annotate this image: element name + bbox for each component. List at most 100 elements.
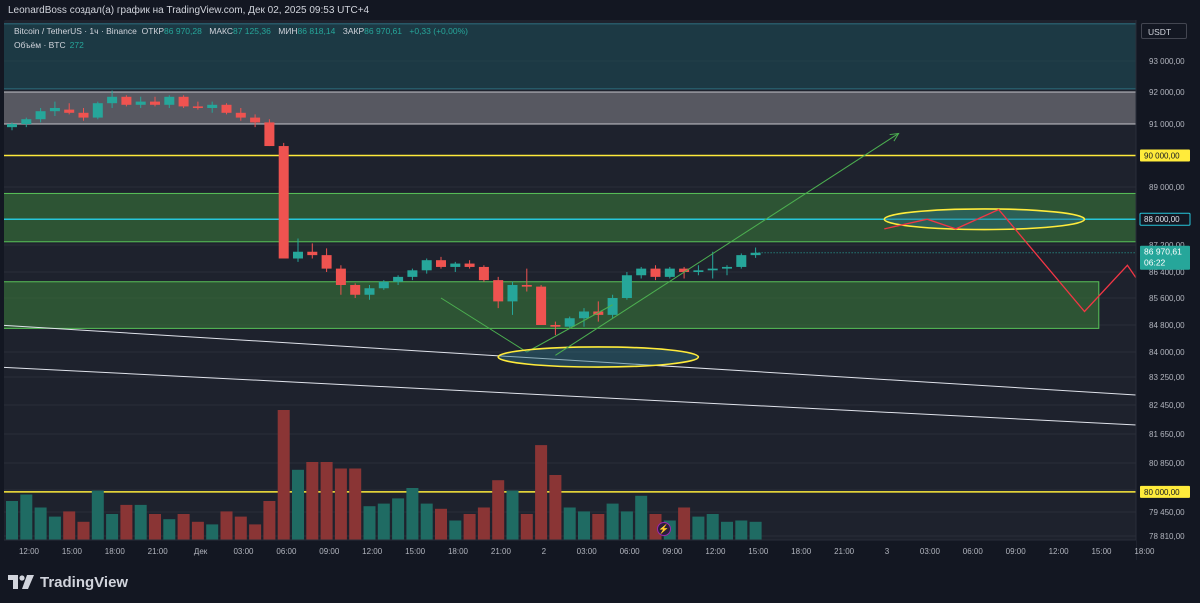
volume-bar — [520, 514, 533, 540]
candle[interactable] — [321, 255, 332, 269]
currency-button[interactable]: USDT — [1141, 23, 1187, 39]
candle[interactable] — [92, 103, 103, 118]
time-axis[interactable] — [4, 540, 1136, 560]
candle[interactable] — [207, 104, 218, 108]
candle[interactable] — [293, 251, 303, 259]
candle[interactable] — [707, 268, 718, 271]
volume-bar — [749, 521, 762, 540]
high-value: 87 125,36 — [232, 26, 271, 36]
candle[interactable] — [536, 286, 547, 325]
trend-line[interactable] — [4, 366, 1196, 430]
candle[interactable] — [192, 106, 203, 108]
zone-green[interactable] — [4, 281, 1100, 329]
candle[interactable] — [64, 109, 75, 113]
candle[interactable] — [693, 270, 704, 272]
countdown-label: 06:22 — [1144, 258, 1166, 268]
candle[interactable] — [250, 117, 261, 123]
forecast-up-arrow[interactable] — [555, 133, 899, 356]
candle[interactable] — [264, 122, 275, 147]
candle[interactable] — [636, 268, 647, 276]
candle[interactable] — [564, 318, 575, 327]
time-tick-label: 21:00 — [148, 547, 169, 556]
high-label: МАКС — [209, 26, 233, 36]
candle[interactable] — [350, 285, 361, 295]
candle[interactable] — [307, 251, 318, 256]
level-price-label: 90 000,00 — [1144, 152, 1180, 161]
current-price-tag — [1140, 245, 1190, 270]
candle[interactable] — [78, 112, 89, 118]
candle[interactable] — [607, 298, 618, 315]
volume-bar — [249, 524, 262, 540]
candle[interactable] — [679, 268, 690, 272]
volume-bar — [91, 490, 104, 540]
tradingview-logo[interactable]: TradingView — [8, 573, 128, 591]
trend-line[interactable] — [4, 324, 1196, 402]
candle[interactable] — [7, 124, 17, 128]
candle[interactable] — [550, 325, 561, 327]
forecast-down-path[interactable] — [884, 208, 1196, 433]
candle[interactable] — [135, 101, 146, 105]
candle[interactable] — [621, 275, 632, 298]
volume-bar — [606, 503, 619, 540]
price-tick-label: 89 000,00 — [1149, 183, 1185, 192]
candle[interactable] — [436, 260, 446, 267]
candle[interactable] — [107, 96, 118, 104]
candle[interactable] — [21, 119, 32, 124]
ellipse-marker[interactable] — [883, 208, 1086, 231]
candle[interactable] — [335, 268, 346, 285]
candle[interactable] — [579, 311, 589, 319]
volume-label[interactable]: Объём · BTC — [14, 40, 66, 50]
volume-bar — [506, 490, 519, 540]
candle[interactable] — [493, 280, 504, 302]
time-tick-label: 03:00 — [233, 547, 254, 556]
volume-bar — [163, 519, 176, 540]
price-axis[interactable] — [1136, 20, 1196, 560]
candle[interactable] — [364, 288, 375, 295]
v-pattern-line[interactable] — [440, 297, 613, 353]
forecast-up-arrowhead — [889, 132, 900, 142]
lightning-icon[interactable]: ⚡ — [657, 522, 671, 536]
candle[interactable] — [49, 108, 60, 112]
candle[interactable] — [650, 268, 661, 277]
volume-bar — [449, 520, 462, 540]
volume-bar — [277, 410, 290, 540]
chart-pane[interactable]: 93 000,00 92 000,00 91 000,00 89 000,00 87 2… — [4, 20, 1196, 560]
candle[interactable] — [407, 270, 418, 277]
price-chart[interactable]: 93 000,00 92 000,00 91 000,00 89 000,00 87 2… — [4, 20, 1196, 560]
volume-bar — [20, 494, 33, 540]
candle[interactable] — [150, 101, 160, 105]
candle[interactable] — [722, 266, 732, 269]
candle[interactable] — [35, 111, 46, 120]
candle[interactable] — [750, 252, 761, 256]
symbol-title[interactable]: Bitcoin / TetherUS · 1ч · Binance — [14, 26, 137, 36]
candle[interactable] — [664, 268, 675, 277]
time-tick-label: 21:00 — [834, 547, 855, 556]
volume-bar — [463, 514, 476, 540]
volume-bar — [191, 521, 204, 540]
candle[interactable] — [235, 112, 246, 118]
zone-green[interactable] — [4, 192, 1196, 243]
candle[interactable] — [450, 263, 461, 267]
candle[interactable] — [121, 96, 132, 105]
volume-bar — [63, 511, 76, 540]
candle[interactable] — [521, 285, 532, 287]
candle[interactable] — [507, 285, 518, 302]
time-tick-label: 18:00 — [791, 547, 812, 556]
price-tick-label: 83 250,00 — [1149, 373, 1185, 382]
candle[interactable] — [378, 281, 389, 289]
candle[interactable] — [178, 96, 189, 107]
candle[interactable] — [478, 266, 489, 281]
candle[interactable] — [393, 276, 404, 282]
open-value: 86 970,28 — [164, 26, 202, 36]
ellipse-marker[interactable] — [497, 346, 700, 368]
candle[interactable] — [278, 146, 289, 259]
candle[interactable] — [464, 263, 475, 267]
candle[interactable] — [221, 104, 232, 113]
open-label: ОТКР — [141, 26, 165, 36]
candle[interactable] — [164, 96, 175, 105]
attribution-bar: LeonardBoss создал(а) график на TradingV… — [0, 0, 1200, 20]
candle[interactable] — [421, 260, 432, 271]
candle[interactable] — [736, 255, 747, 267]
zone-teal[interactable] — [4, 23, 1196, 90]
volume-bar — [363, 506, 376, 540]
